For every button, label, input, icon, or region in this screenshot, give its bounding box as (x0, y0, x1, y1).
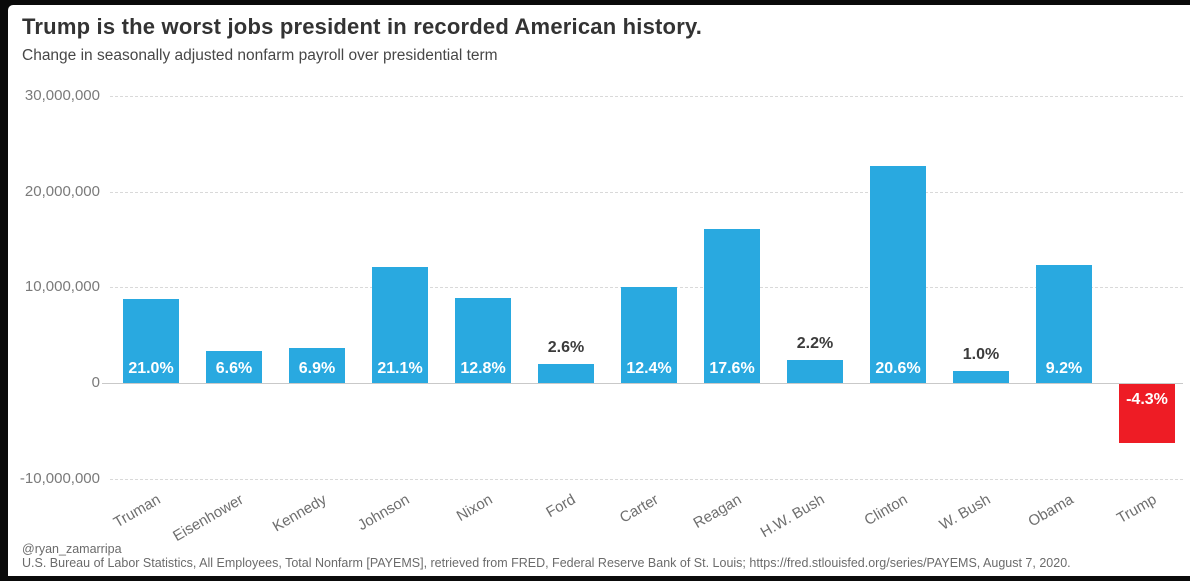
bar-reagan (704, 229, 760, 383)
bar-value-label-eisenhower: 6.6% (215, 360, 253, 377)
y-tick-label--10000000: -10,000,000 (19, 469, 100, 487)
bar-value-label-obama: 9.2% (1045, 360, 1083, 377)
bar-trump (1119, 384, 1175, 443)
y-tick-label-30000000: 30,000,000 (24, 86, 100, 104)
y-tick-label-0: 0 (91, 374, 100, 391)
bar-value-label-carter: 12.4% (626, 360, 672, 377)
bar-value-label-johnson: 21.1% (377, 360, 423, 377)
bar-value-label-h-w-bush: 2.2% (796, 335, 834, 352)
bar-h-w-bush (787, 360, 843, 383)
chart-card: Trump is the worst jobs president in rec… (8, 5, 1190, 576)
chart-title: Trump is the worst jobs president in rec… (22, 14, 703, 39)
chart-subtitle: Change in seasonally adjusted nonfarm pa… (22, 47, 498, 64)
bar-value-label-truman: 21.0% (128, 360, 174, 377)
gridline-30000000 (110, 95, 1183, 97)
bar-obama (1036, 265, 1092, 383)
bar-value-label-nixon: 12.8% (460, 360, 506, 377)
bar-value-label-ford: 2.6% (547, 339, 585, 356)
bar-nixon (455, 298, 511, 383)
bar-value-label-reagan: 17.6% (709, 360, 755, 377)
bar-truman (123, 299, 179, 383)
bar-clinton (870, 166, 926, 383)
gridline-20000000 (110, 191, 1183, 193)
bar-value-label-clinton: 20.6% (875, 360, 921, 377)
bar-value-label-w-bush: 1.0% (962, 346, 1000, 363)
bar-johnson (372, 267, 428, 383)
bar-ford (538, 364, 594, 383)
source-citation: U.S. Bureau of Labor Statistics, All Emp… (22, 556, 1071, 570)
bar-w-bush (953, 371, 1009, 383)
y-tick-label-10000000: 10,000,000 (24, 278, 100, 296)
bar-carter (621, 287, 677, 383)
author-handle: @ryan_zamarripa (22, 542, 122, 556)
gridline-0 (102, 383, 1183, 384)
gridline--10000000 (110, 478, 1183, 480)
bar-kennedy (289, 348, 345, 383)
bar-eisenhower (206, 351, 262, 383)
bar-value-label-kennedy: 6.9% (298, 360, 336, 377)
bar-value-label-trump: -4.3% (1126, 391, 1168, 408)
y-tick-label-20000000: 20,000,000 (24, 182, 100, 200)
